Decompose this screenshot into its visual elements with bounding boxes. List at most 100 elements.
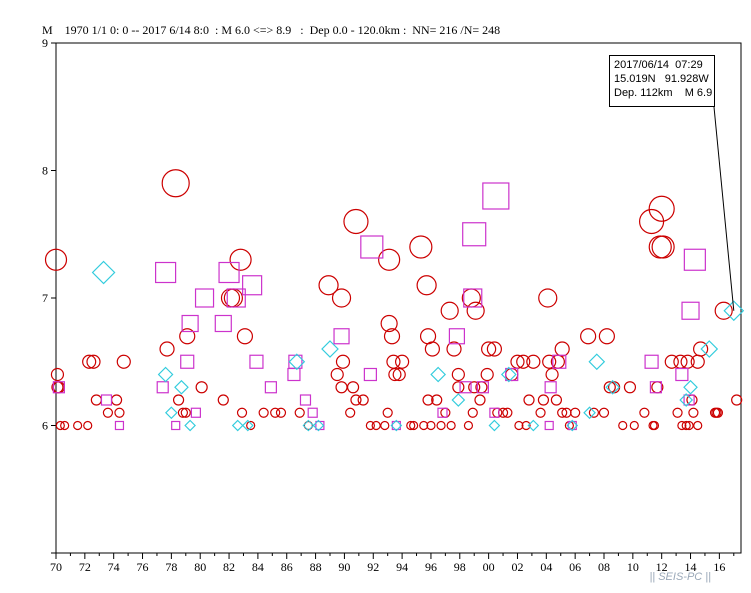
square-mark [649,381,663,394]
circle-mark [82,354,97,369]
circle-mark [440,407,451,418]
diamond-mark [430,366,447,383]
circle-mark [406,420,416,431]
watermark: || SEIS-PC || [649,571,711,583]
circle-mark [651,235,675,259]
circle-mark [50,367,65,382]
circle-mark [335,354,351,369]
circle-mark [436,420,446,431]
diamond-mark [683,379,698,395]
circle-mark [55,420,65,431]
circle-mark [270,407,281,418]
circle-mark [598,328,615,345]
circle-mark [486,341,502,357]
info-depth-magnitude: Dep. 112km M 6.9 [614,87,713,99]
query-summary: 1970 1/1 0: 0 -- 2017 6/14 8:0 : M 6.0 <… [64,23,501,37]
circle-mark [523,394,535,406]
diamond-mark [312,419,325,432]
square-mark [505,367,519,382]
circle-mark [422,394,434,406]
circle-mark [159,341,175,357]
square-mark [681,301,700,320]
circle-mark [236,328,254,345]
chart-marks [44,169,745,432]
circle-mark [392,367,406,382]
square-mark [190,407,201,418]
x-tick-label: 10 [627,560,639,574]
circle-mark [526,354,541,369]
circle-mark [343,208,369,235]
x-tick-label: 04 [540,560,552,574]
diamond-mark [500,366,517,383]
square-mark [333,328,350,345]
square-mark [476,381,489,394]
circle-mark [172,394,185,406]
diamond-mark [241,419,254,432]
square-mark [181,314,199,333]
x-tick-label: 92 [367,560,379,574]
diamond-mark [288,353,306,371]
circle-mark [331,288,352,308]
x-tick-label: 02 [511,560,523,574]
circle-mark [318,275,339,296]
circle-mark [114,407,125,418]
square-mark [463,288,483,308]
diamond-mark [583,406,596,420]
circle-mark [303,420,313,431]
circle-mark [446,341,462,357]
square-mark [448,328,466,345]
circle-mark [365,420,375,431]
circle-mark [684,420,694,431]
leader-line [713,106,735,311]
circle-mark [693,420,703,431]
circle-mark [466,301,485,320]
circle-mark [161,169,190,198]
diamond-mark [605,379,621,395]
circle-mark [649,420,660,431]
circle-mark [731,394,743,406]
circle-mark [86,354,101,369]
circle-mark [229,248,252,271]
circle-mark [712,407,724,418]
circle-mark [83,420,93,431]
circle-mark [378,248,401,271]
circle-mark [521,420,531,431]
circle-mark [690,354,705,369]
square-mark [194,288,215,308]
circle-mark [388,367,402,382]
circle-mark [680,354,695,369]
square-mark [171,420,181,431]
circle-mark [481,341,497,357]
x-tick-label: 82 [223,560,235,574]
diamond-mark [700,340,719,358]
circle-mark [693,341,709,357]
diamond-mark [679,393,694,407]
circle-mark [102,407,114,418]
circle-mark [554,341,570,357]
square-mark [242,275,263,296]
circle-mark [452,381,465,394]
circle-mark [335,381,348,394]
x-tick-label: 06 [569,560,581,574]
square-mark [683,248,706,271]
x-tick-label: 98 [454,560,466,574]
circle-mark [446,420,456,431]
square-mark [155,261,177,284]
square-mark [437,407,448,418]
circle-mark [580,328,597,345]
info-datetime: 2017/06/14 07:29 [614,59,703,71]
x-tick-label: 12 [656,560,668,574]
circle-mark [623,381,637,394]
circle-mark [664,354,679,369]
square-mark [264,381,277,394]
circle-mark [382,407,393,418]
square-mark [218,261,240,284]
square-mark [114,420,125,431]
square-mark [544,420,554,431]
highlight-info-box: 2017/06/14 07:29 15.019N 91.928W Dep. 11… [609,55,715,107]
diamond-mark [157,366,174,383]
diamond-mark [566,419,579,432]
x-tick-label: 94 [396,560,408,574]
square-mark [287,367,301,382]
